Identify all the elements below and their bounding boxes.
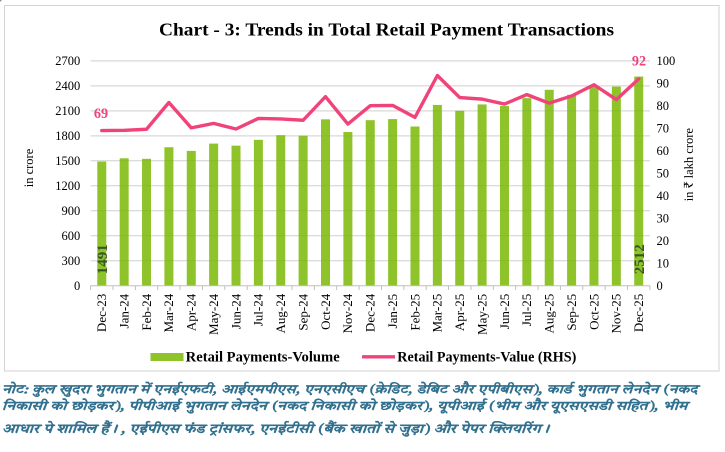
svg-text:70: 70 (657, 122, 670, 136)
svg-text:Dec-23: Dec-23 (94, 294, 109, 332)
svg-text:Aug-24: Aug-24 (273, 293, 288, 333)
svg-text:300: 300 (61, 254, 80, 268)
svg-text:600: 600 (61, 229, 80, 243)
svg-text:2100: 2100 (55, 104, 80, 118)
svg-text:Feb-25: Feb-25 (407, 294, 422, 331)
svg-text:0: 0 (657, 279, 663, 293)
svg-text:Aug-25: Aug-25 (542, 294, 557, 334)
svg-text:in crore: in crore (22, 148, 36, 187)
svg-text:Sep-25: Sep-25 (564, 294, 579, 331)
svg-text:2512: 2512 (632, 244, 648, 274)
svg-text:Sep-24: Sep-24 (295, 293, 310, 330)
svg-text:50: 50 (657, 167, 670, 181)
svg-text:May-25: May-25 (474, 294, 489, 335)
svg-text:2700: 2700 (55, 54, 80, 68)
svg-text:20: 20 (657, 234, 670, 248)
svg-text:Mar-24: Mar-24 (161, 293, 176, 332)
svg-text:1491: 1491 (95, 244, 111, 274)
svg-text:Jan-25: Jan-25 (385, 294, 400, 329)
svg-text:60: 60 (657, 144, 670, 158)
svg-text:80: 80 (657, 99, 670, 113)
svg-text:Dec-24: Dec-24 (363, 293, 378, 332)
svg-text:Nov-24: Nov-24 (340, 293, 355, 333)
svg-text:40: 40 (657, 189, 670, 203)
svg-text:Retail Payments-Volume: Retail Payments-Volume (186, 350, 341, 366)
svg-text:Jan-24: Jan-24 (116, 293, 131, 328)
svg-text:1200: 1200 (55, 179, 80, 193)
svg-text:Apr-25: Apr-25 (452, 294, 467, 331)
svg-text:Nov-25: Nov-25 (609, 294, 624, 334)
svg-text:Jul-25: Jul-25 (519, 294, 534, 327)
svg-text:Oct-24: Oct-24 (318, 293, 333, 330)
svg-text:100: 100 (657, 54, 676, 68)
svg-text:1500: 1500 (55, 154, 80, 168)
svg-text:Mar-25: Mar-25 (430, 294, 445, 333)
svg-text:2400: 2400 (55, 79, 80, 93)
svg-text:10: 10 (657, 256, 670, 270)
svg-text:Feb-24: Feb-24 (139, 293, 154, 330)
svg-text:92: 92 (632, 54, 646, 70)
svg-text:May-24: May-24 (206, 293, 221, 335)
svg-text:900: 900 (61, 204, 80, 218)
svg-text:Retail Payments-Value (RHS): Retail Payments-Value (RHS) (397, 350, 576, 366)
svg-text:Chart - 3: Trends in Total Ret: Chart - 3: Trends in Total Retail Paymen… (159, 20, 614, 40)
svg-text:Jun-25: Jun-25 (497, 294, 512, 329)
svg-text:0: 0 (74, 279, 80, 293)
svg-text:Apr-24: Apr-24 (184, 293, 199, 331)
svg-text:69: 69 (94, 106, 108, 122)
svg-text:90: 90 (657, 77, 670, 91)
svg-text:30: 30 (657, 211, 670, 225)
svg-text:Jun-24: Jun-24 (228, 293, 243, 329)
svg-text:1800: 1800 (55, 129, 80, 143)
svg-text:Dec-25: Dec-25 (631, 294, 646, 332)
svg-text:Jul-24: Jul-24 (251, 293, 266, 326)
svg-text:Oct-25: Oct-25 (586, 294, 601, 330)
